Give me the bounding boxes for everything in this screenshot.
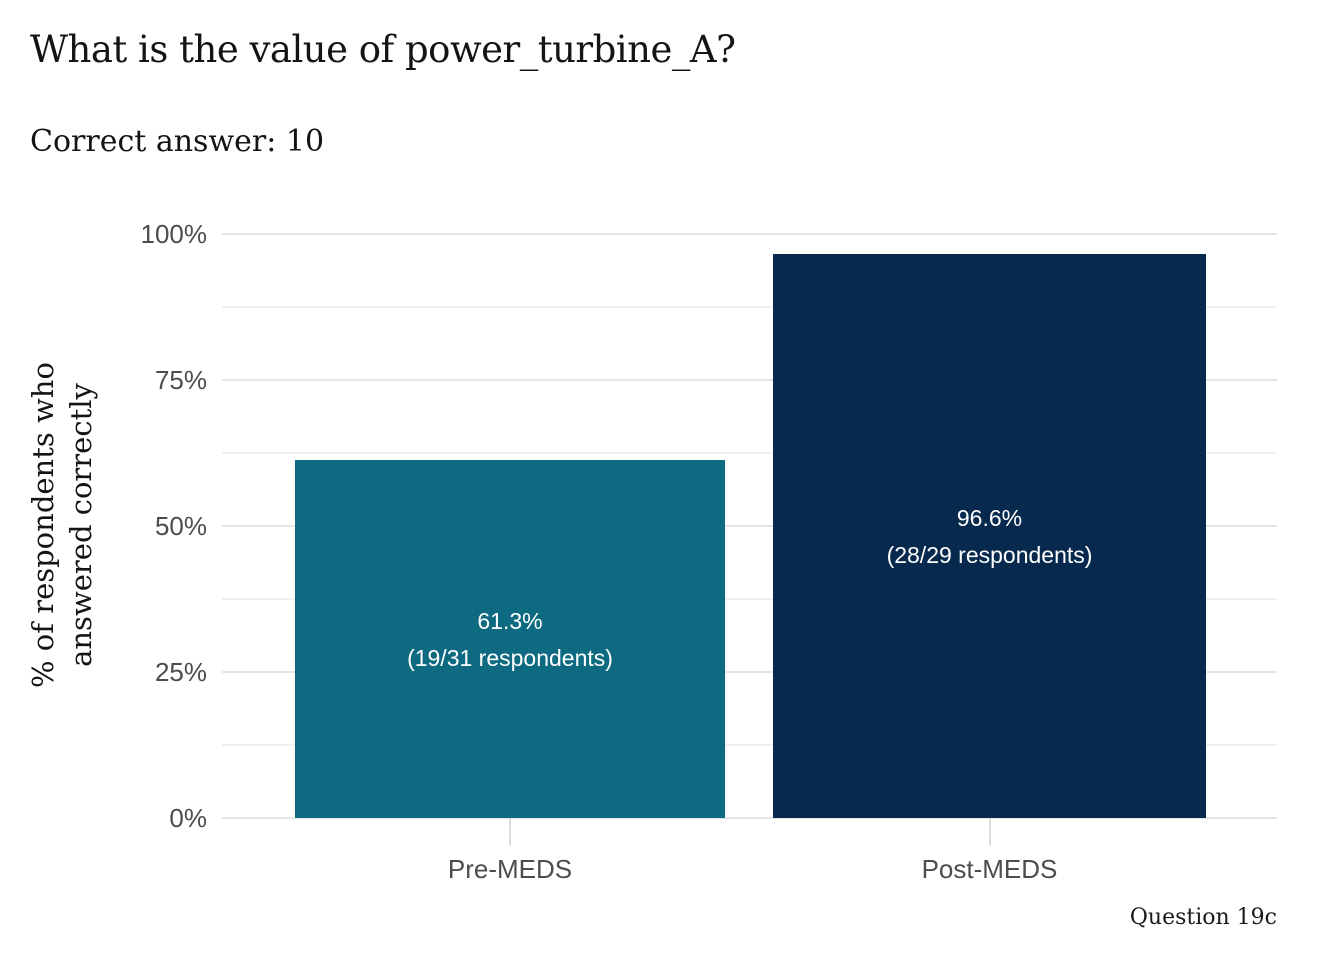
- y-tick-label: 25%: [154, 657, 207, 687]
- bar-pre-meds-labels: 61.3% (19/31 respondents): [295, 460, 725, 818]
- x-axis-tick: [509, 818, 511, 846]
- chart-subtitle: Correct answer: 10: [30, 124, 325, 159]
- bar-value-label: 96.6%: [956, 504, 1023, 531]
- gridline-minor: [222, 452, 1277, 454]
- gridline-major: [222, 525, 1277, 527]
- bar-post-meds: 96.6% (28/29 respondents): [773, 254, 1206, 818]
- gridline-major: [222, 671, 1277, 673]
- y-tick-label: 50%: [154, 511, 207, 541]
- gridline-major: [222, 817, 1277, 819]
- x-axis-label-pre-meds: Pre-MEDS: [447, 854, 573, 884]
- chart-caption: Question 19c: [1129, 905, 1277, 930]
- plot-panel: 61.3% (19/31 respondents) 96.6% (28/29 r…: [222, 205, 1277, 819]
- x-axis-label-post-meds: Post-MEDS: [921, 854, 1058, 884]
- bar-pre-meds: 61.3% (19/31 respondents): [295, 460, 725, 818]
- y-tick-label: 0%: [169, 803, 207, 833]
- chart-title: What is the value of power_turbine_A?: [30, 28, 736, 71]
- gridline-minor: [222, 598, 1277, 600]
- bar-count-label: (19/31 respondents): [407, 644, 613, 671]
- gridline-major: [222, 233, 1277, 235]
- bar-count-label: (28/29 respondents): [886, 541, 1093, 568]
- gridline-minor: [222, 306, 1277, 308]
- bar-value-label: 61.3%: [477, 607, 543, 634]
- bar-post-meds-labels: 96.6% (28/29 respondents): [773, 254, 1206, 818]
- gridline-major: [222, 379, 1277, 381]
- y-tick-label: 75%: [154, 365, 207, 395]
- gridline-minor: [222, 744, 1277, 746]
- y-tick-label: 100%: [140, 219, 208, 249]
- x-axis-tick: [988, 818, 991, 846]
